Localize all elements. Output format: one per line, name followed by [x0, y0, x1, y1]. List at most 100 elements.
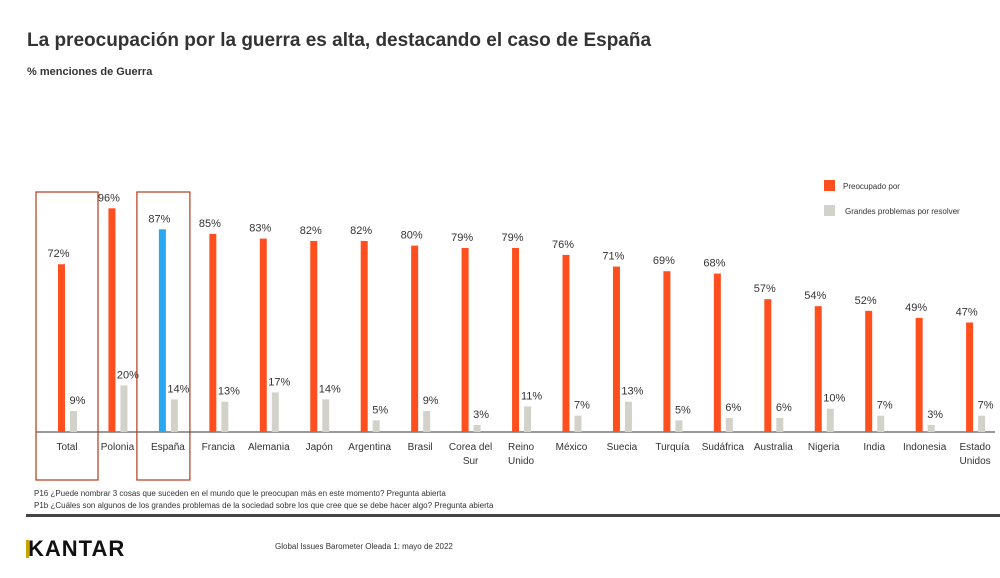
category-label: Turquía: [655, 442, 690, 453]
data-label: 9%: [70, 395, 86, 407]
bar-grandes-problemas: [927, 425, 935, 432]
bar-preocupado: [259, 238, 267, 432]
category-label: México: [556, 442, 588, 453]
data-label: 69%: [653, 255, 675, 267]
data-label: 11%: [521, 390, 542, 402]
category-label: India: [863, 442, 885, 453]
bar-preocupado: [814, 306, 822, 432]
data-label: 13%: [621, 386, 643, 398]
category-label: Argentina: [348, 442, 391, 453]
data-label: 96%: [98, 192, 120, 204]
bar-grandes-problemas: [877, 415, 885, 432]
legend-swatch: [824, 180, 835, 191]
bar-grandes-problemas: [624, 401, 632, 432]
category-label: España: [151, 442, 185, 453]
bar-grandes-problemas: [120, 385, 128, 432]
bar-preocupado: [512, 247, 520, 432]
data-label: 82%: [300, 225, 322, 237]
chart-subtitle: % menciones de Guerra: [27, 66, 153, 78]
data-label: 10%: [823, 393, 845, 405]
data-label: 72%: [47, 248, 69, 260]
data-label: 57%: [754, 283, 776, 295]
bar-preocupado: [411, 245, 419, 432]
bar-preocupado: [58, 264, 65, 432]
category-label: Corea del: [449, 442, 492, 453]
category-label: Suecia: [607, 442, 638, 453]
data-label: 68%: [703, 258, 725, 270]
bar-grandes-problemas: [271, 392, 279, 432]
category-label: Brasil: [408, 442, 433, 453]
bar-grandes-problemas: [826, 408, 834, 432]
category-label: Total: [56, 442, 77, 453]
legend-label: Preocupado por: [843, 182, 900, 191]
data-label: 9%: [423, 395, 439, 407]
bar-preocupado: [310, 240, 318, 432]
footnote: P16 ¿Puede nombrar 3 cosas que suceden e…: [34, 489, 446, 498]
bar-preocupado: [865, 310, 873, 432]
bar-grandes-problemas: [70, 411, 77, 432]
highlight-box: [35, 191, 99, 481]
category-label: Sur: [463, 456, 479, 467]
page-title: La preocupación por la guerra es alta, d…: [27, 30, 652, 51]
data-label: 71%: [602, 251, 624, 263]
footer-divider: [26, 514, 1000, 517]
footnote: P1b ¿Cuáles son algunos de los grandes p…: [34, 501, 494, 510]
data-label: 7%: [978, 400, 994, 412]
bar-grandes-problemas: [524, 406, 532, 432]
data-label: 6%: [776, 402, 792, 414]
legend-swatch: [824, 205, 835, 216]
category-label: Japón: [306, 442, 333, 453]
bar-grandes-problemas: [675, 420, 683, 432]
bar-grandes-problemas: [322, 399, 330, 432]
data-label: 5%: [675, 404, 691, 416]
bar-grandes-problemas: [372, 420, 380, 432]
category-label: Indonesia: [903, 442, 947, 453]
category-label: Nigeria: [808, 442, 840, 453]
category-label: Australia: [754, 442, 793, 453]
data-label: 79%: [502, 232, 524, 244]
bar-preocupado: [461, 247, 469, 432]
bar-preocupado: [663, 271, 671, 432]
bar-preocupado: [966, 322, 974, 432]
data-label: 82%: [350, 225, 372, 237]
data-label: 54%: [804, 290, 826, 302]
bar-preocupado: [158, 229, 166, 432]
kantar-logo: KANTAR: [26, 536, 126, 561]
bar-grandes-problemas: [221, 401, 229, 432]
category-label: Unidos: [960, 456, 991, 467]
data-label: 13%: [218, 386, 240, 398]
data-label: 5%: [372, 404, 388, 416]
bar-preocupado: [764, 299, 772, 432]
data-label: 87%: [148, 213, 170, 225]
bar-grandes-problemas: [473, 425, 481, 432]
data-label: 83%: [249, 223, 271, 235]
bar-preocupado: [562, 254, 570, 432]
source-text: Global Issues Barometer Oleada 1: mayo d…: [275, 542, 453, 551]
data-label: 79%: [451, 232, 473, 244]
category-label: Polonia: [101, 442, 135, 453]
data-label: 7%: [574, 400, 590, 412]
data-label: 6%: [725, 402, 741, 414]
bar-grandes-problemas: [170, 399, 178, 432]
data-label: 49%: [905, 302, 927, 314]
legend-label: Grandes problemas por resolver: [845, 207, 960, 216]
bar-chart: 72% 9% Total 96% 20% Polonia 87% 14% España 85% 13…: [35, 180, 995, 481]
bar-preocupado: [915, 317, 923, 432]
data-label: 14%: [319, 383, 341, 395]
data-label: 47%: [956, 306, 978, 318]
bar-preocupado: [209, 233, 217, 432]
data-label: 52%: [855, 295, 877, 307]
data-label: 14%: [167, 383, 189, 395]
bar-grandes-problemas: [574, 415, 582, 432]
category-label: Reino: [508, 442, 535, 453]
data-label: 20%: [117, 369, 139, 381]
data-label: 3%: [473, 409, 489, 421]
category-label: Unido: [508, 456, 535, 467]
data-label: 7%: [877, 400, 893, 412]
data-label: 80%: [401, 230, 423, 242]
data-label: 3%: [927, 409, 943, 421]
category-label: Estado: [960, 442, 992, 453]
bar-grandes-problemas: [978, 415, 986, 432]
bar-grandes-problemas: [725, 418, 733, 432]
category-label: Francia: [202, 442, 236, 453]
